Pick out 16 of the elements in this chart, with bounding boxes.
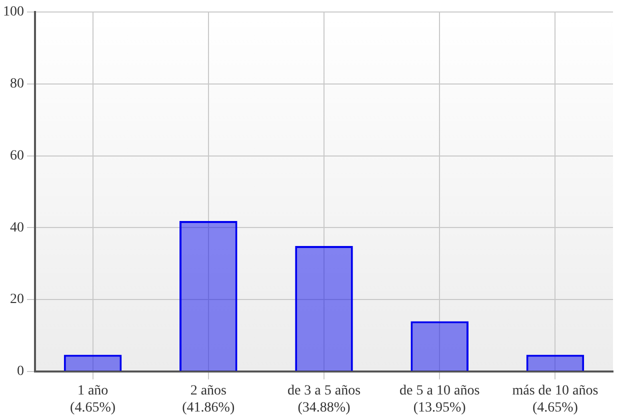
bar <box>180 220 238 371</box>
x-tick-label: de 5 a 10 años (13.95%) <box>400 383 480 416</box>
y-tick-label: 20 <box>10 292 24 308</box>
y-tick-label: 0 <box>17 364 24 380</box>
y-tick-label: 60 <box>10 148 24 164</box>
x-tick-label: de 3 a 5 años (34.88%) <box>287 383 361 416</box>
y-tick-label: 80 <box>10 76 24 92</box>
x-tick-label: más de 10 años (4.65%) <box>512 383 598 416</box>
x-tick-label: 1 año (4.65%) <box>70 383 116 416</box>
y-tick-label: 100 <box>3 4 24 20</box>
bar <box>410 321 468 371</box>
bar <box>526 354 584 371</box>
x-tick-label: 2 años (41.86%) <box>182 383 235 416</box>
bar <box>64 354 122 371</box>
y-tick-label: 40 <box>10 220 24 236</box>
bar <box>295 246 353 371</box>
